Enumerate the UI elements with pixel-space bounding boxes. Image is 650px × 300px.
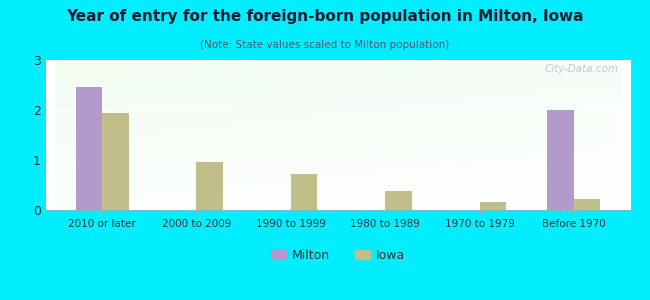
Legend: Milton, Iowa: Milton, Iowa: [266, 244, 410, 267]
Text: Year of entry for the foreign-born population in Milton, Iowa: Year of entry for the foreign-born popul…: [66, 9, 584, 24]
Bar: [547, 110, 574, 210]
Bar: [196, 161, 223, 210]
Bar: [291, 174, 317, 210]
Bar: [480, 202, 506, 210]
Text: City-Data.com: City-Data.com: [545, 64, 619, 74]
Bar: [75, 88, 102, 210]
Bar: [102, 112, 129, 210]
Bar: [574, 199, 601, 210]
Bar: [385, 191, 411, 210]
Text: (Note: State values scaled to Milton population): (Note: State values scaled to Milton pop…: [200, 40, 450, 50]
